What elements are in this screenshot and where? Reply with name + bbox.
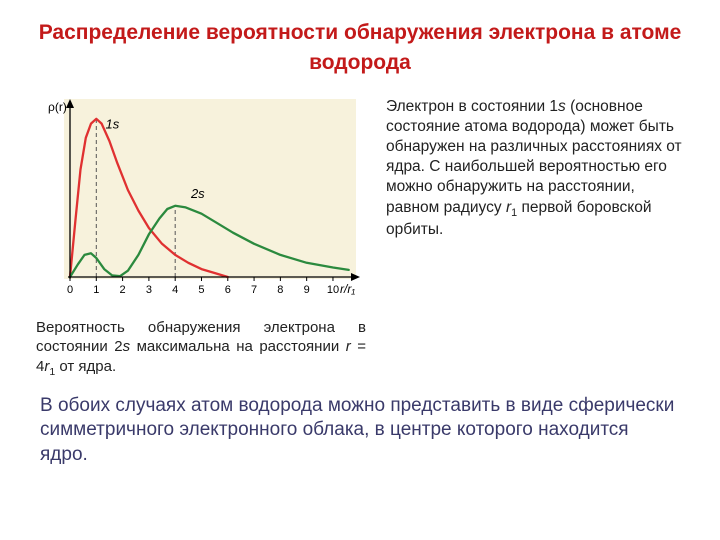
svg-text:5: 5 [198,284,204,296]
bottom-paragraph: В обоих случаях атом водорода можно пред… [36,394,684,468]
content-row: 0 1 2 3 4 5 6 7 8 9 10 1s 2s ρ(r) r/r₁ Вероятность обн… [36,93,684,380]
svg-text:2: 2 [120,284,126,296]
svg-text:10: 10 [327,284,339,296]
svg-text:6: 6 [225,284,231,296]
svg-text:0: 0 [67,284,73,296]
svg-text:8: 8 [277,284,283,296]
svg-text:4: 4 [172,284,178,296]
chart-caption: Вероятность обнаружения электрона в сост… [36,318,366,380]
svg-text:3: 3 [146,284,152,296]
page-title: Распределение вероятности обнаружения эл… [36,18,684,79]
svg-text:7: 7 [251,284,257,296]
chart-column: 0 1 2 3 4 5 6 7 8 9 10 1s 2s ρ(r) r/r₁ Вероятность обн… [36,93,366,380]
svg-text:9: 9 [304,284,310,296]
svg-text:ρ(r): ρ(r) [48,100,67,114]
side-paragraph: Электрон в состоянии 1s (основное состоя… [386,97,684,240]
svg-text:1s: 1s [106,116,120,131]
svg-text:2s: 2s [190,186,205,201]
probability-chart: 0 1 2 3 4 5 6 7 8 9 10 1s 2s ρ(r) r/r₁ [36,93,366,303]
svg-text:1: 1 [93,284,99,296]
svg-text:r/r₁: r/r₁ [340,282,355,296]
